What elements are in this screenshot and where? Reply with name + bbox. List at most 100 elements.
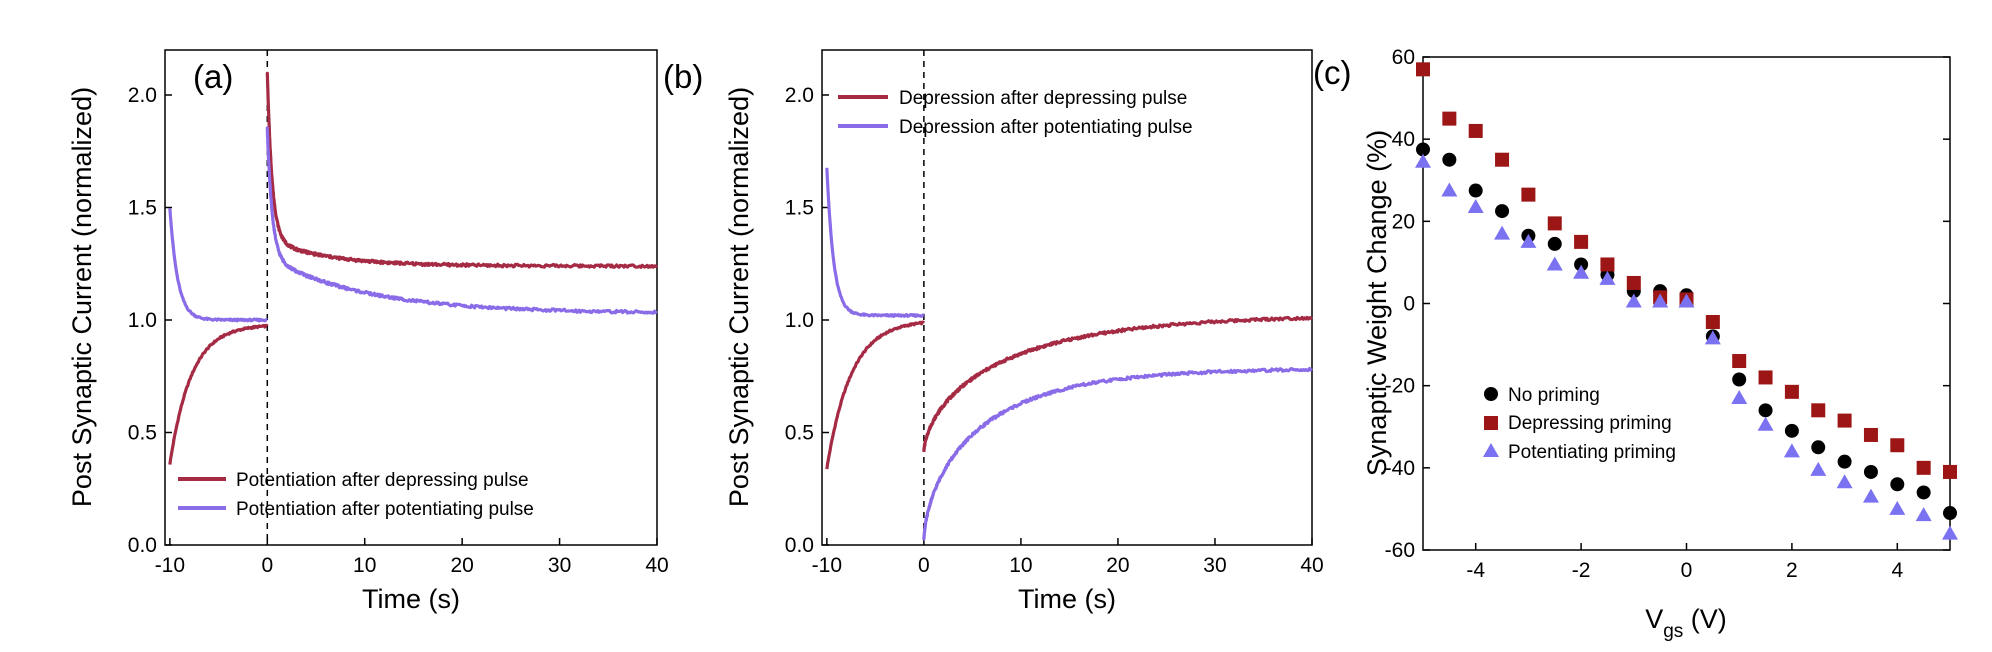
panel-c-point-circle — [1547, 236, 1562, 251]
panel-c-point-triangle — [1467, 198, 1484, 213]
panel-b-series — [825, 167, 1314, 541]
panel-b-xtick-label: 20 — [1106, 554, 1129, 577]
panel-c-point-triangle — [1678, 293, 1695, 308]
panel-c-point-square — [1916, 460, 1931, 475]
panel-b-ylabel: Post Synaptic Current (normalized) — [724, 87, 754, 507]
panel-c-point-square — [1811, 403, 1826, 418]
panel-c-series — [1415, 62, 1958, 540]
panel-c-point-square — [1705, 314, 1720, 329]
legend-marker-potentiating-priming — [1483, 443, 1499, 457]
panel-a-ylabel: Post Synaptic Current (normalized) — [67, 87, 97, 507]
panel-c-point-square — [1890, 438, 1905, 453]
panel-b-label: (b) — [663, 58, 703, 95]
panel-c-xtick-label: 0 — [1681, 559, 1693, 582]
panel-b-xtick-label: 10 — [1009, 554, 1032, 577]
panel-b-series-post-0 — [922, 315, 1314, 454]
panel-a-series-post-1 — [265, 126, 658, 315]
panel-b: -10 0 10 20 30 40 0.0 0.5 1.0 1.5 2.0 (b) Time (s)… — [663, 49, 1324, 614]
panel-c-point-triangle — [1836, 474, 1853, 489]
panel-c-ytick-label: -40 — [1385, 457, 1415, 480]
panel-c-point-square — [1626, 275, 1641, 290]
panel-c-point-circle — [1495, 204, 1510, 219]
panel-c-point-circle — [1442, 152, 1457, 167]
panel-c-point-triangle — [1625, 293, 1642, 308]
panel-b-xtick-label: 0 — [918, 554, 930, 577]
panel-c-label: (c) — [1313, 54, 1351, 91]
panel-a-series — [168, 71, 659, 465]
panel-c-point-triangle — [1810, 461, 1827, 476]
panel-c-point-triangle — [1889, 500, 1906, 515]
panel-a-xtick-label: 20 — [450, 554, 473, 577]
legend-label-depression-potentiating: Depression after potentiating pulse — [899, 117, 1193, 138]
panel-a-xtick-label: 40 — [645, 554, 668, 577]
panel-a-ticks: -10 0 10 20 30 40 0.0 0.5 1.0 1.5 2.0 — [128, 84, 669, 577]
panel-c-point-triangle — [1652, 293, 1669, 308]
legend-label-potentiating-priming: Potentiating priming — [1508, 442, 1676, 463]
panel-c-point-square — [1943, 464, 1957, 479]
panel-c-point-square — [1416, 62, 1430, 77]
panel-b-series-pre-0 — [825, 320, 926, 470]
panel-c-point-triangle — [1494, 225, 1511, 240]
panel-c-point-circle — [1784, 423, 1799, 438]
legend-label-potentiation-depressing: Potentiation after depressing pulse — [236, 470, 529, 491]
panel-a-ytick-label: 0.0 — [128, 534, 157, 557]
panel-c-xtick-label: -4 — [1466, 559, 1485, 582]
panel-c-point-triangle — [1704, 330, 1721, 345]
panel-c-point-circle — [1416, 142, 1430, 157]
legend-label-depressing-priming: Depressing priming — [1508, 413, 1672, 434]
panel-c-point-triangle — [1546, 256, 1563, 271]
panel-c-point-square — [1837, 413, 1852, 428]
panel-c-point-square — [1758, 370, 1773, 385]
panel-c-point-square — [1521, 187, 1536, 202]
panel-c-xtick-label: 4 — [1891, 559, 1903, 582]
panel-b-frame — [821, 49, 1313, 546]
panel-a-xtick-label: 0 — [261, 554, 273, 577]
panel-c-point-square — [1468, 123, 1483, 138]
panel-b-ytick-label: 1.0 — [785, 309, 814, 332]
panel-c-point-circle — [1890, 477, 1905, 492]
panel-c-point-square — [1863, 427, 1878, 442]
panel-c-ytick-label: -20 — [1385, 375, 1415, 398]
panel-c-point-triangle — [1915, 507, 1932, 522]
panel-c-point-square — [1442, 111, 1457, 126]
legend-marker-depressing-priming — [1484, 416, 1498, 430]
panel-c-point-square — [1495, 152, 1510, 167]
panel-c-legend: No priming Depressing priming Potentiati… — [1483, 385, 1676, 463]
panel-a-ytick-label: 1.0 — [128, 309, 157, 332]
panel-a-xtick-label: 10 — [353, 554, 376, 577]
panel-c-ytick-label: 20 — [1392, 210, 1415, 233]
panel-c-point-square — [1784, 384, 1799, 399]
panel-c-ylabel: Synaptic Weight Change (%) — [1362, 130, 1392, 476]
legend-marker-no-priming — [1484, 387, 1498, 401]
panel-c-point-square — [1600, 257, 1615, 272]
panel-c-ytick-label: 40 — [1392, 128, 1415, 151]
panel-c-point-triangle — [1415, 153, 1431, 168]
panel-c-point-circle — [1863, 464, 1878, 479]
panel-a-frame — [164, 49, 658, 546]
panel-a-ytick-label: 1.5 — [128, 197, 157, 220]
panel-c-point-triangle — [1441, 182, 1458, 197]
panel-c-point-triangle — [1862, 488, 1879, 503]
panel-b-ytick-label: 0.0 — [785, 534, 814, 557]
panel-b-ytick-label: 1.5 — [785, 197, 814, 220]
panel-b-ytick-label: 0.5 — [785, 422, 814, 445]
panel-c-point-circle — [1837, 454, 1852, 469]
panel-a-xtick-label: -10 — [155, 554, 185, 577]
panel-a-ytick-label: 2.0 — [128, 84, 157, 107]
panel-a-label: (a) — [193, 58, 233, 95]
panel-c-point-triangle — [1520, 233, 1537, 248]
panel-c-point-square — [1574, 234, 1589, 249]
panel-c-point-circle — [1732, 372, 1747, 387]
panel-a-series-post-0 — [265, 71, 659, 269]
panel-c-point-circle — [1758, 403, 1773, 418]
panel-a-xtick-label: 30 — [548, 554, 571, 577]
panel-a-legend: Potentiation after depressing pulse Pote… — [178, 470, 534, 520]
panel-b-xtick-label: -10 — [812, 554, 842, 577]
panel-c-point-triangle — [1942, 525, 1958, 540]
panel-c-xlabel: Vgs (V) — [1645, 604, 1727, 642]
legend-label-potentiation-potentiating: Potentiation after potentiating pulse — [236, 499, 534, 520]
panel-b-series-pre-1 — [825, 167, 925, 318]
panel-c-ytick-label: 0 — [1403, 293, 1415, 316]
